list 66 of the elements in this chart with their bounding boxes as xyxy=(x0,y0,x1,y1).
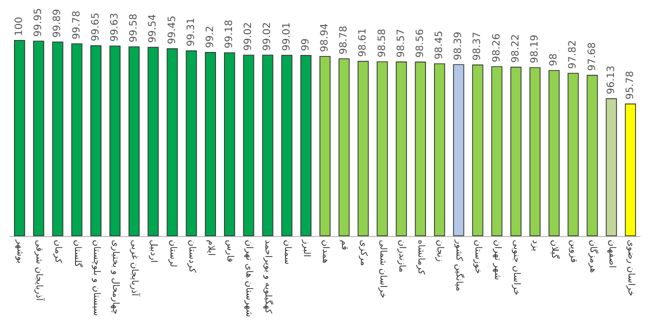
x-tick-label: مرکزی xyxy=(358,240,368,266)
data-label: 99.01 xyxy=(281,22,292,51)
data-label: 98.61 xyxy=(358,28,369,57)
x-tick-label: لرستان xyxy=(167,240,178,268)
data-label: 99.02 xyxy=(262,22,274,51)
data-label: 99.18 xyxy=(224,20,236,48)
x-tick-label: مازندران xyxy=(396,240,406,273)
x-tick-label: قزوین xyxy=(568,240,578,263)
x-tick-label: قم xyxy=(339,240,350,250)
x-tick-label: شهرستان های تهران xyxy=(244,240,254,318)
data-label: 99.89 xyxy=(52,9,64,38)
x-tick-label: خراسان رضوی xyxy=(625,240,636,296)
x-tick-label: کردستان xyxy=(186,240,196,274)
data-label: 99.63 xyxy=(110,12,120,42)
x-tick-label: خراسان جنوبی xyxy=(510,240,521,296)
x-tick-label: کرمان xyxy=(52,240,63,264)
x-tick-label: زنجان xyxy=(434,240,445,262)
x-tick-label: کرمانشاه xyxy=(415,240,426,276)
data-label: 99.65 xyxy=(90,12,102,42)
data-label: 95.78 xyxy=(624,70,636,100)
data-label: 97.82 xyxy=(568,40,579,69)
data-label: 98.19 xyxy=(530,34,540,64)
data-label: 96.13 xyxy=(606,66,617,94)
data-label: 98.94 xyxy=(320,23,330,52)
x-tick-label: گلستان xyxy=(72,240,84,268)
data-label: 98.39 xyxy=(453,32,464,60)
x-tick-label: خراسان شمالی xyxy=(377,240,388,298)
data-label: 98 xyxy=(548,53,560,66)
x-tick-label: شهر تهران xyxy=(492,240,502,280)
data-label: 98.57 xyxy=(396,28,407,58)
x-tick-label: چهارمحال و بختیاری xyxy=(110,240,120,314)
x-tick-label: همدان xyxy=(320,240,330,264)
x-tick-label: اردبیل xyxy=(148,240,158,263)
data-label: 99.02 xyxy=(243,22,254,51)
data-label: 99.45 xyxy=(166,16,178,44)
x-tick-label: ایلام xyxy=(205,240,216,256)
x-tick-label: آذربایجان شرقی xyxy=(34,240,46,302)
data-label: 99.58 xyxy=(128,14,140,42)
data-label: 99 xyxy=(300,38,312,52)
data-label: 98.26 xyxy=(491,34,502,62)
x-tick-label: یزد xyxy=(530,240,540,252)
data-label: 98.56 xyxy=(414,29,426,58)
x-tick-label: میانگین کشور xyxy=(454,238,466,292)
x-tick-label: کهگیلویه و بویراحمد xyxy=(262,240,275,314)
data-label: 98.37 xyxy=(472,32,484,61)
x-tick-label: فارس xyxy=(224,240,235,262)
x-tick-label: هرمزگان xyxy=(587,240,600,274)
data-label: 97.68 xyxy=(586,42,598,71)
data-label: 98.22 xyxy=(510,34,522,63)
x-tick-label: گیلان xyxy=(549,240,562,260)
x-tick-label: بوشهر xyxy=(14,238,25,264)
x-tick-label: سیستان و بلوچستان xyxy=(90,240,101,316)
data-label: 98.58 xyxy=(376,28,388,58)
data-label: 99.78 xyxy=(71,10,82,40)
data-label: 100 xyxy=(14,16,26,36)
x-tick-label: آذربایجان غربی xyxy=(129,240,142,297)
x-tick-label: سمنان xyxy=(282,240,292,265)
data-label: 98.78 xyxy=(338,26,350,54)
x-tick-label: اصفهان xyxy=(606,240,616,268)
data-label: 99.54 xyxy=(148,14,159,43)
x-tick-label: البرز xyxy=(300,238,311,258)
data-label: 99.95 xyxy=(33,8,44,37)
data-label: 99.31 xyxy=(186,18,197,46)
x-tick-label: خوزستان xyxy=(472,240,483,274)
data-label: 98.45 xyxy=(434,30,446,60)
data-label: 99.2 xyxy=(204,26,216,48)
